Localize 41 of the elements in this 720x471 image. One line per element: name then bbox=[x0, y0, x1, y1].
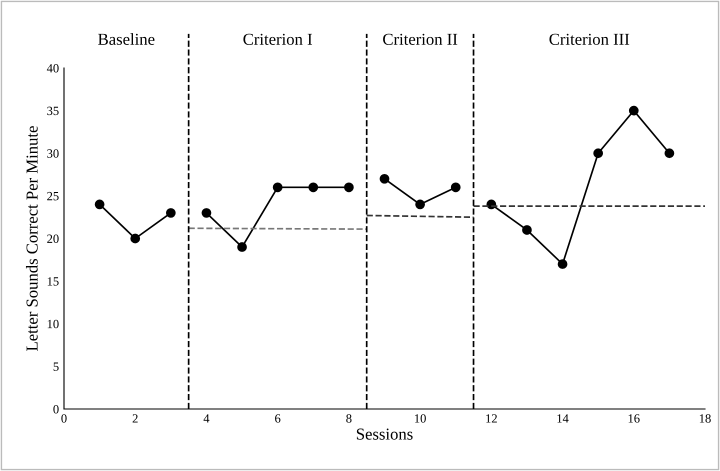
x-tick-label: 16 bbox=[628, 414, 640, 423]
point bbox=[237, 242, 247, 252]
y-tick-label: 35 bbox=[47, 106, 59, 116]
point bbox=[202, 208, 212, 218]
point bbox=[94, 200, 104, 210]
x-tick-label: 2 bbox=[132, 414, 138, 423]
y-tick-label: 10 bbox=[48, 320, 59, 328]
x-tick-label: 10 bbox=[414, 414, 426, 423]
point bbox=[628, 106, 639, 116]
point bbox=[130, 234, 140, 244]
text: Criterion I bbox=[243, 34, 312, 45]
text: Baseline bbox=[98, 33, 154, 45]
x-tick-label: 14 bbox=[557, 414, 569, 423]
point bbox=[664, 148, 674, 158]
x-tick-label: 0 bbox=[61, 414, 67, 423]
x-tick-label: 18 bbox=[700, 414, 711, 423]
point bbox=[166, 208, 176, 218]
y-tick-label: 15 bbox=[48, 277, 59, 286]
point bbox=[415, 200, 425, 210]
point bbox=[522, 225, 532, 235]
point bbox=[450, 182, 461, 192]
point bbox=[558, 259, 568, 269]
y-tick-label: 20 bbox=[47, 234, 59, 243]
point bbox=[344, 182, 354, 192]
point bbox=[380, 174, 390, 184]
x-tick-label: 6 bbox=[275, 414, 280, 423]
point bbox=[593, 148, 604, 158]
x-tick-label: 12 bbox=[486, 414, 497, 423]
y-tick-label: 0 bbox=[53, 405, 59, 414]
x-tick-label: 8 bbox=[346, 414, 352, 423]
text: Criterion II bbox=[383, 34, 458, 45]
y-tick-label: 30 bbox=[47, 149, 59, 158]
text: Criterion III bbox=[549, 34, 630, 45]
y-tick-label: 5 bbox=[54, 362, 59, 371]
y-tick-label: 25 bbox=[47, 192, 59, 200]
point bbox=[272, 182, 283, 192]
y-axis-title: Letter Sounds Correct Per Minute bbox=[26, 126, 38, 351]
x-axis-title: Sessions bbox=[356, 428, 413, 440]
x-tick-label: 4 bbox=[204, 414, 210, 423]
y-tick-label: 40 bbox=[46, 64, 59, 72]
point bbox=[308, 182, 318, 192]
